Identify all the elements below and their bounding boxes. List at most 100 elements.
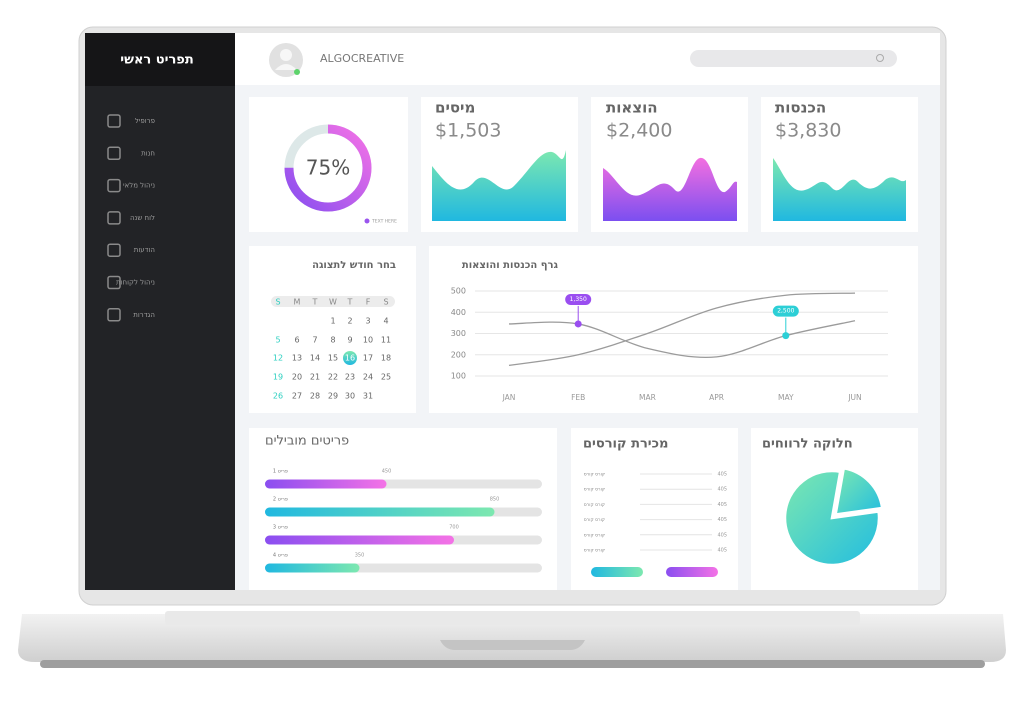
laptop-notch xyxy=(440,640,585,650)
day[interactable]: 9 xyxy=(347,336,352,345)
menu-item[interactable]: פרופיל xyxy=(135,117,155,125)
bar xyxy=(265,563,360,573)
day[interactable]: 15 xyxy=(328,354,338,363)
card-title: מכירת קורסים xyxy=(583,437,668,452)
day[interactable]: 6 xyxy=(294,336,299,345)
day[interactable]: 11 xyxy=(381,336,391,345)
menu-item[interactable]: חנות xyxy=(141,149,155,157)
legend-text: TEXT HERE xyxy=(371,219,397,225)
day[interactable]: 13 xyxy=(292,354,302,363)
day[interactable]: 14 xyxy=(310,354,320,363)
item-value: 450 xyxy=(382,469,392,475)
x-tick-label: APR xyxy=(709,393,724,402)
card-title: פריטים מובילים xyxy=(265,434,349,449)
item-name: פריט 2 xyxy=(273,497,288,503)
item-value: 700 xyxy=(449,525,459,531)
day[interactable]: 27 xyxy=(292,392,302,401)
day[interactable]: 23 xyxy=(345,373,355,382)
weekday: W xyxy=(329,298,337,307)
chart-title: גרף הכנסות והוצאות xyxy=(462,260,559,271)
x-tick-label: MAY xyxy=(778,393,794,402)
stat-title: הכנסות xyxy=(775,99,826,117)
day[interactable]: 22 xyxy=(328,373,338,382)
day[interactable]: 4 xyxy=(383,317,388,326)
menu-icon xyxy=(107,275,121,290)
line-series xyxy=(508,292,856,367)
menu-item[interactable]: לוח שנה xyxy=(130,214,155,222)
day[interactable]: 12 xyxy=(273,354,283,363)
bar xyxy=(265,535,454,545)
annotation-label: 2,500 xyxy=(777,308,794,315)
day[interactable]: 2 xyxy=(347,317,352,326)
menu-icon xyxy=(107,178,121,193)
line-series xyxy=(508,320,856,358)
day[interactable]: 30 xyxy=(345,392,355,401)
course-value: 405 xyxy=(717,517,727,523)
weekday: M xyxy=(294,298,301,307)
card xyxy=(571,428,738,590)
day[interactable]: 29 xyxy=(328,392,338,401)
day[interactable]: 18 xyxy=(381,354,391,363)
course-name: קורס קורס xyxy=(584,518,605,523)
ring-progress xyxy=(284,124,372,212)
day[interactable]: 3 xyxy=(365,317,370,326)
day[interactable]: 8 xyxy=(330,336,335,345)
day[interactable]: 28 xyxy=(310,392,320,401)
course-value: 405 xyxy=(717,502,727,508)
calendar-title: בחר חודש לתצוגה xyxy=(312,260,396,271)
sidebar xyxy=(85,33,235,590)
day[interactable]: 26 xyxy=(273,392,283,401)
day[interactable]: 19 xyxy=(273,373,283,382)
day[interactable]: 21 xyxy=(310,373,320,382)
button[interactable] xyxy=(591,567,643,577)
y-tick-label: 100 xyxy=(451,372,466,381)
day[interactable]: 24 xyxy=(363,373,373,382)
legend-dot xyxy=(364,218,370,224)
point xyxy=(574,320,582,328)
y-tick-label: 200 xyxy=(451,350,466,359)
weekday: S xyxy=(275,298,280,307)
weekday: F xyxy=(366,298,371,307)
avatar-body xyxy=(275,64,297,70)
button[interactable] xyxy=(666,567,718,577)
day[interactable]: 31 xyxy=(363,392,373,401)
search-bar[interactable] xyxy=(690,50,897,67)
y-tick-label: 300 xyxy=(451,329,466,338)
day[interactable]: 1 xyxy=(330,317,335,326)
wave-area xyxy=(773,158,906,221)
sidebar-header xyxy=(85,33,235,86)
day[interactable]: 10 xyxy=(363,336,373,345)
day[interactable]: 16 xyxy=(345,354,355,363)
day[interactable]: 5 xyxy=(275,336,280,345)
day[interactable]: 25 xyxy=(381,373,391,382)
menu-item[interactable]: ניהול מלאי xyxy=(123,182,155,190)
pie-slice xyxy=(834,466,884,517)
course-name: קורס קורס xyxy=(584,533,605,538)
weekday: S xyxy=(383,298,388,307)
x-tick-label: JAN xyxy=(502,393,516,402)
day[interactable]: 20 xyxy=(292,373,302,382)
selected-day xyxy=(343,351,357,365)
ring-label: 75% xyxy=(306,156,350,180)
stat-amount: $1,503 xyxy=(435,120,501,142)
wave-area xyxy=(432,150,566,221)
laptop-foot xyxy=(40,660,985,668)
course-value: 405 xyxy=(717,532,727,538)
search-icon[interactable] xyxy=(876,54,884,62)
card-title: חלוקה לרווחים xyxy=(762,437,853,452)
course-value: 405 xyxy=(717,472,727,478)
item-name: פריט 3 xyxy=(273,525,288,531)
stat-amount: $3,830 xyxy=(775,120,841,142)
bar xyxy=(265,479,387,489)
day[interactable]: 17 xyxy=(363,354,373,363)
menu-item[interactable]: הודעות xyxy=(134,246,155,254)
card xyxy=(249,246,416,413)
day[interactable]: 7 xyxy=(312,336,317,345)
stat-title: הוצאות xyxy=(606,99,658,117)
weekday-bar xyxy=(271,296,395,307)
avatar-head xyxy=(280,49,292,61)
bar xyxy=(265,507,495,517)
menu-item[interactable]: ניהול לקוחות xyxy=(116,279,155,287)
menu-item[interactable]: הגדרות xyxy=(133,311,155,319)
